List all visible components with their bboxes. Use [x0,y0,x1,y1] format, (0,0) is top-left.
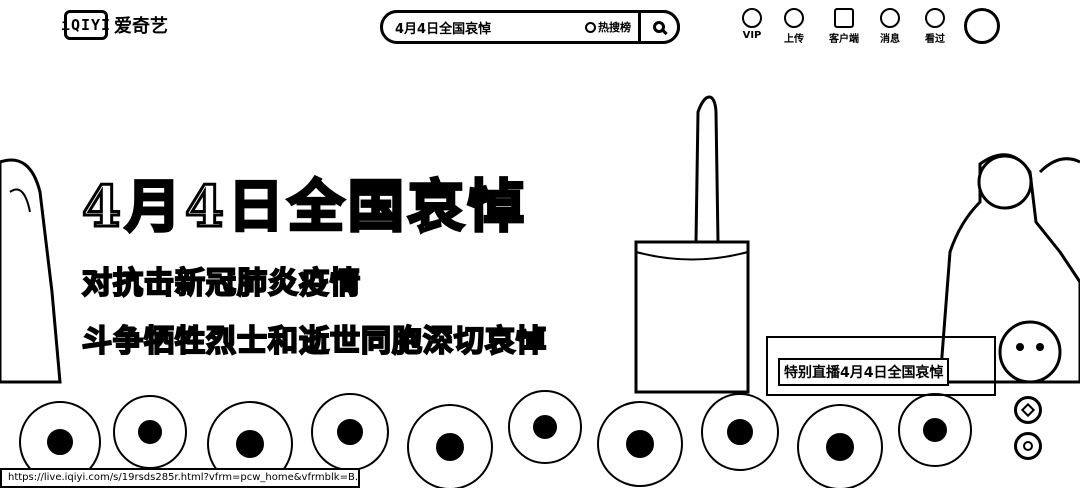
nav-messages-label: 消息 [880,34,900,45]
fire-icon [585,21,596,33]
nav-upload-label: 上传 [784,34,804,45]
circle-icon [1023,441,1033,451]
favorite-button[interactable] [1014,396,1042,424]
heart-icon [1020,402,1036,418]
history-icon [925,8,945,28]
nav-upload[interactable]: 上传 [774,8,814,45]
search-icon [653,21,665,33]
nav-client[interactable]: 客户端 [824,8,864,45]
hot-search-label: 热搜榜 [598,21,631,34]
nav-client-label: 客户端 [829,34,859,45]
nav-vip[interactable]: VIP [732,8,772,41]
top-navigation-bar: iQIYI 爱奇艺 热搜榜 VIP 上传 客户端 消息 看过 [0,0,1080,52]
nav-messages[interactable]: 消息 [870,8,910,45]
nav-history[interactable]: 看过 [915,8,955,45]
iqiyi-logo[interactable]: iQIYI 爱奇艺 [61,10,168,40]
live-callout-box[interactable] [766,336,996,396]
search-input[interactable] [383,18,577,36]
hero-illustration [0,95,1080,488]
upload-icon [784,8,804,28]
nav-vip-label: VIP [742,30,762,41]
hot-search-link[interactable]: 热搜榜 [585,19,631,35]
hero-headline: 4月4日全国哀悼 [81,173,528,242]
nav-history-label: 看过 [925,34,945,45]
search-button[interactable] [638,10,680,44]
crown-icon [742,8,762,28]
hero-subline-1: 对抗击新冠肺炎疫情 [81,265,361,302]
hero-banner[interactable]: 4月4日全国哀悼 对抗击新冠肺炎疫情 斗争牺牲烈士和逝世同胞深切哀悼 特别直播4… [0,52,1080,488]
user-avatar[interactable] [964,8,1000,44]
logo-badge: iQIYI [61,10,110,40]
logo-text: 爱奇艺 [114,16,168,37]
client-icon [834,8,854,28]
status-bar-url: https://live.iqiyi.com/s/19rsds285r.html… [0,468,360,488]
bell-icon [880,8,900,28]
live-stream-label[interactable]: 特别直播4月4日全国哀悼 [778,358,950,386]
hero-subline-2: 斗争牺牲烈士和逝世同胞深切哀悼 [81,323,547,360]
search-bar: 热搜榜 [380,10,680,44]
more-button[interactable] [1014,432,1042,460]
